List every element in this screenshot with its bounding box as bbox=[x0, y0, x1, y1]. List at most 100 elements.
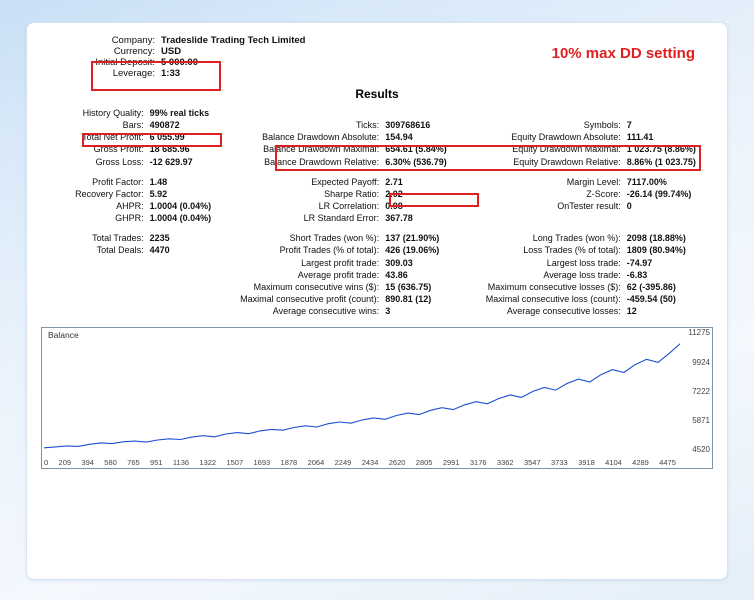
x-tick-label: 3733 bbox=[551, 458, 568, 467]
stat-cell bbox=[147, 281, 234, 293]
x-tick-label: 580 bbox=[104, 458, 117, 467]
stat-cell: Long Trades (won %): bbox=[469, 232, 624, 244]
results-title: Results bbox=[41, 87, 713, 101]
stat-cell: 3 bbox=[382, 305, 469, 317]
stat-cell: 12 bbox=[624, 305, 713, 317]
x-tick-label: 4289 bbox=[632, 458, 649, 467]
stat-cell: Balance Drawdown Maximal: bbox=[234, 143, 383, 155]
balance-chart: Balance 112759924722258714520 0209394580… bbox=[41, 327, 713, 469]
x-tick-label: 2620 bbox=[389, 458, 406, 467]
stat-cell: AHPR: bbox=[41, 200, 147, 212]
y-tick-label: 5871 bbox=[676, 416, 710, 425]
stat-cell: Total Trades: bbox=[41, 232, 147, 244]
report-card: 10% max DD setting Company: Tradeslide T… bbox=[26, 22, 728, 580]
stat-cell: 154.94 bbox=[382, 131, 469, 143]
x-tick-label: 1693 bbox=[254, 458, 271, 467]
company-label: Company: bbox=[41, 35, 161, 46]
stat-cell bbox=[469, 107, 624, 119]
stat-cell: GHPR: bbox=[41, 212, 147, 224]
stat-cell: 2235 bbox=[147, 232, 234, 244]
stat-cell: 6.30% (536.79) bbox=[382, 156, 469, 168]
stat-cell: Expected Payoff: bbox=[234, 176, 383, 188]
stat-cell: 309.03 bbox=[382, 257, 469, 269]
stat-cell: 62 (-395.86) bbox=[624, 281, 713, 293]
stat-cell: 890.81 (12) bbox=[382, 293, 469, 305]
stat-cell bbox=[41, 269, 147, 281]
stats-table: History Quality:99% real ticksBars:49087… bbox=[41, 107, 713, 317]
company-value: Tradeslide Trading Tech Limited bbox=[161, 35, 305, 46]
x-tick-label: 0 bbox=[44, 458, 48, 467]
stat-cell bbox=[41, 281, 147, 293]
x-tick-label: 394 bbox=[81, 458, 94, 467]
stat-cell: Gross Loss: bbox=[41, 156, 147, 168]
balance-line bbox=[44, 340, 680, 456]
stat-cell bbox=[41, 293, 147, 305]
stat-cell: 15 (636.75) bbox=[382, 281, 469, 293]
stat-cell: Total Deals: bbox=[41, 244, 147, 256]
stat-cell: 2098 (18.88%) bbox=[624, 232, 713, 244]
stat-cell: Sharpe Ratio: bbox=[234, 188, 383, 200]
stat-cell: Loss Trades (% of total): bbox=[469, 244, 624, 256]
stat-cell: 8.86% (1 023.75) bbox=[624, 156, 713, 168]
stat-cell: Profit Trades (% of total): bbox=[234, 244, 383, 256]
stat-cell bbox=[234, 107, 383, 119]
stat-cell: 7117.00% bbox=[624, 176, 713, 188]
stat-cell: Equity Drawdown Relative: bbox=[469, 156, 624, 168]
x-tick-label: 3547 bbox=[524, 458, 541, 467]
stat-cell: 111.41 bbox=[624, 131, 713, 143]
x-tick-label: 1507 bbox=[226, 458, 243, 467]
stat-cell: Equity Drawdown Absolute: bbox=[469, 131, 624, 143]
stat-cell: Symbols: bbox=[469, 119, 624, 131]
stat-cell: 4470 bbox=[147, 244, 234, 256]
stat-cell: Balance Drawdown Relative: bbox=[234, 156, 383, 168]
stat-cell: 2.02 bbox=[382, 188, 469, 200]
x-tick-label: 2064 bbox=[308, 458, 325, 467]
stat-cell: 6 055.99 bbox=[147, 131, 234, 143]
stat-cell: Average profit trade: bbox=[234, 269, 383, 281]
stat-cell: 0.98 bbox=[382, 200, 469, 212]
stat-cell: Average consecutive losses: bbox=[469, 305, 624, 317]
stat-cell: 426 (19.06%) bbox=[382, 244, 469, 256]
x-tick-label: 2805 bbox=[416, 458, 433, 467]
stat-cell: 2.71 bbox=[382, 176, 469, 188]
stat-cell: Balance Drawdown Absolute: bbox=[234, 131, 383, 143]
stat-cell: 18 685.96 bbox=[147, 143, 234, 155]
currency-label: Currency: bbox=[41, 46, 161, 57]
chart-y-labels: 112759924722258714520 bbox=[676, 328, 710, 454]
stat-cell: Maximum consecutive losses ($): bbox=[469, 281, 624, 293]
stat-cell: Bars: bbox=[41, 119, 147, 131]
stat-cell: -74.97 bbox=[624, 257, 713, 269]
x-tick-label: 3918 bbox=[578, 458, 595, 467]
stat-cell: 1.0004 (0.04%) bbox=[147, 200, 234, 212]
stat-cell: Recovery Factor: bbox=[41, 188, 147, 200]
stat-cell: LR Standard Error: bbox=[234, 212, 383, 224]
stat-cell: 1 023.75 (8.86%) bbox=[624, 143, 713, 155]
stat-cell: Equity Drawdown Maximal: bbox=[469, 143, 624, 155]
x-tick-label: 4475 bbox=[659, 458, 676, 467]
stats-block: History Quality:99% real ticksBars:49087… bbox=[41, 107, 713, 317]
stat-cell: Maximum consecutive wins ($): bbox=[234, 281, 383, 293]
x-tick-label: 765 bbox=[127, 458, 140, 467]
currency-value: USD bbox=[161, 46, 181, 57]
deposit-label: Initial Deposit: bbox=[41, 57, 161, 68]
y-tick-label: 7222 bbox=[676, 387, 710, 396]
stat-cell: -26.14 (99.74%) bbox=[624, 188, 713, 200]
x-tick-label: 2991 bbox=[443, 458, 460, 467]
stat-cell: 654.61 (5.84%) bbox=[382, 143, 469, 155]
x-tick-label: 2434 bbox=[362, 458, 379, 467]
stat-cell bbox=[469, 212, 624, 224]
stat-cell: 1.48 bbox=[147, 176, 234, 188]
stat-cell: -12 629.97 bbox=[147, 156, 234, 168]
stat-cell: 0 bbox=[624, 200, 713, 212]
dd-annotation: 10% max DD setting bbox=[552, 45, 695, 62]
stat-cell: 367.78 bbox=[382, 212, 469, 224]
stat-cell: Largest profit trade: bbox=[234, 257, 383, 269]
stat-cell: -6.83 bbox=[624, 269, 713, 281]
stat-cell bbox=[147, 257, 234, 269]
stat-cell bbox=[147, 269, 234, 281]
stat-cell: 43.86 bbox=[382, 269, 469, 281]
chart-x-labels: 0209394580765951113613221507169318782064… bbox=[44, 458, 676, 467]
stat-cell bbox=[624, 212, 713, 224]
stat-cell bbox=[382, 107, 469, 119]
stat-cell: History Quality: bbox=[41, 107, 147, 119]
